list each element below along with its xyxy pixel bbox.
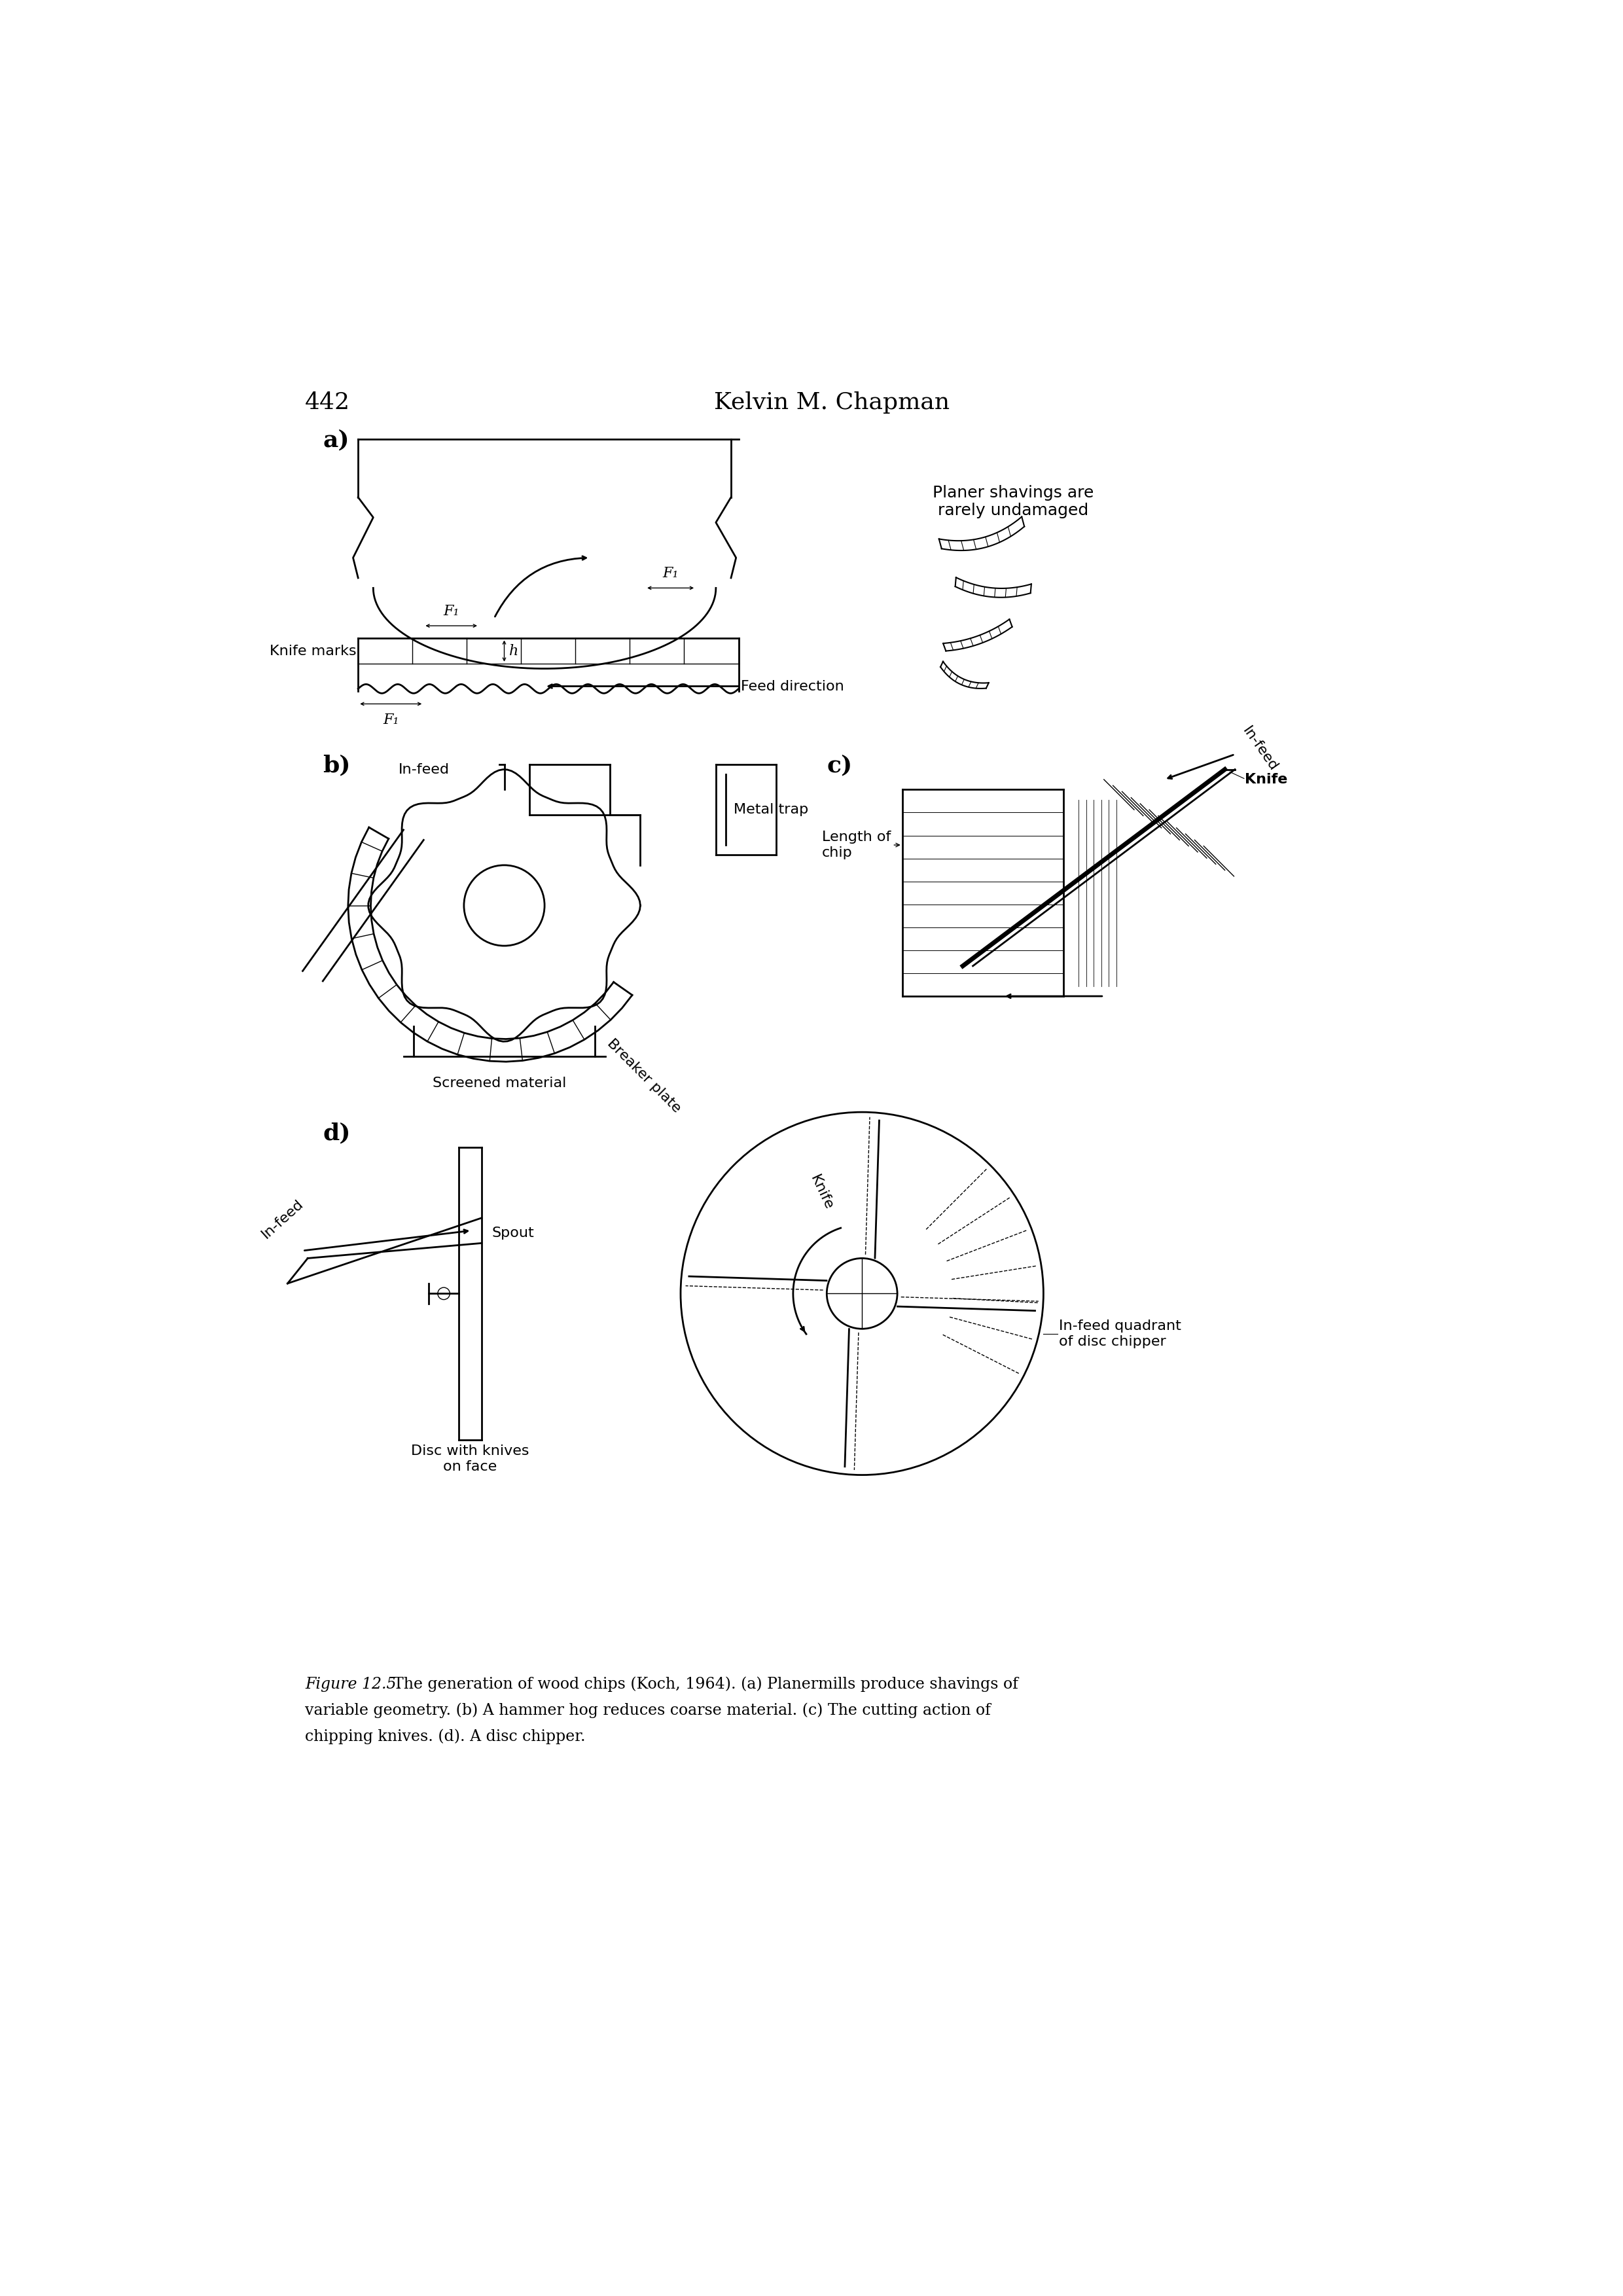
Text: a): a)	[323, 429, 349, 452]
Text: Knife: Knife	[808, 1173, 836, 1212]
Text: Length of
chip: Length of chip	[821, 831, 891, 859]
Text: h: h	[510, 643, 519, 659]
Text: Spout: Spout	[492, 1226, 534, 1240]
Text: Breaker plate: Breaker plate	[605, 1035, 683, 1116]
Text: F₁: F₁	[383, 714, 399, 728]
Text: b): b)	[323, 755, 351, 776]
Text: Feed direction: Feed direction	[742, 680, 844, 693]
Text: In-feed: In-feed	[1240, 726, 1281, 774]
Text: chipping knives. (d). A disc chipper.: chipping knives. (d). A disc chipper.	[305, 1729, 586, 1745]
Text: F₁: F₁	[662, 567, 678, 581]
Text: In-feed: In-feed	[398, 762, 450, 776]
Text: Knife marks: Knife marks	[269, 645, 357, 657]
Text: Figure 12.5.: Figure 12.5.	[305, 1676, 401, 1692]
Text: Planer shavings are
rarely undamaged: Planer shavings are rarely undamaged	[933, 484, 1094, 519]
Text: c): c)	[826, 755, 852, 776]
Text: 442: 442	[305, 390, 351, 413]
Text: variable geometry. (b) A hammer hog reduces coarse material. (c) The cutting act: variable geometry. (b) A hammer hog redu…	[305, 1704, 992, 1717]
Text: In-feed quadrant
of disc chipper: In-feed quadrant of disc chipper	[1058, 1320, 1182, 1348]
Text: Kelvin M. Chapman: Kelvin M. Chapman	[714, 390, 949, 413]
Text: Screened material: Screened material	[432, 1077, 566, 1091]
Text: Metal trap: Metal trap	[734, 804, 808, 817]
Text: The generation of wood chips (Koch, 1964). (a) Planermills produce shavings of: The generation of wood chips (Koch, 1964…	[393, 1676, 1018, 1692]
Text: In-feed: In-feed	[260, 1196, 305, 1240]
Text: Knife: Knife	[1245, 774, 1287, 785]
Text: Disc with knives
on face: Disc with knives on face	[411, 1444, 529, 1474]
Text: d): d)	[323, 1123, 351, 1143]
Text: F₁: F₁	[443, 604, 459, 618]
